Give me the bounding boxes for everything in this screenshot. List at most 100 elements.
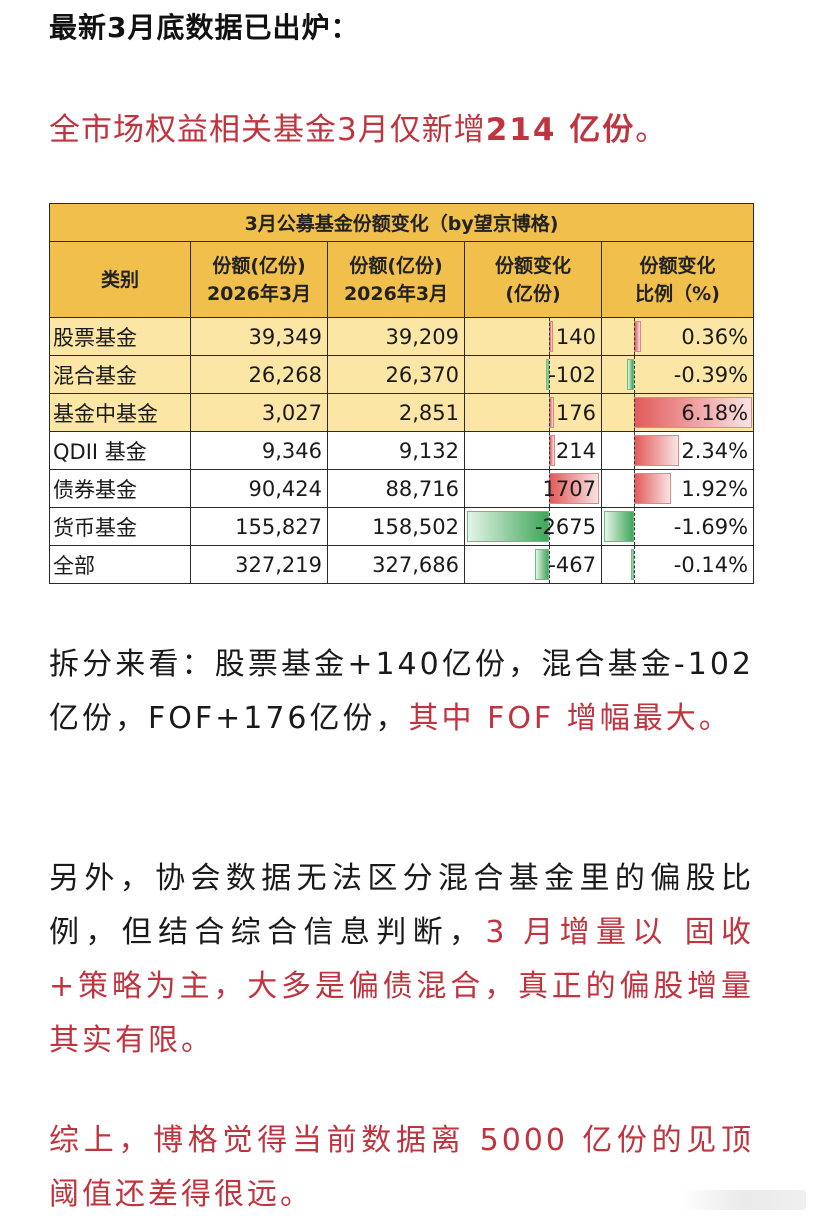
- change-data-bar: [545, 359, 549, 390]
- cell-change: 140: [464, 317, 602, 356]
- table-row: 债券基金 90,424 88,716 1707 1.92%: [49, 469, 755, 508]
- pct-axis-line: [634, 546, 635, 583]
- change-value: -467: [548, 552, 596, 577]
- cell-change: 176: [464, 393, 602, 432]
- change-axis-line: [549, 356, 550, 393]
- cell-change-pct: 1.92%: [600, 469, 755, 508]
- pct-data-bar: [604, 511, 634, 542]
- change-axis-line: [549, 546, 550, 583]
- change-axis-line: [549, 318, 550, 355]
- cell-share-b: 327,686: [327, 545, 465, 584]
- change-data-bar: [467, 511, 549, 542]
- pct-axis-line: [634, 470, 635, 507]
- pct-data-bar: [631, 549, 634, 580]
- change-axis-line: [549, 394, 550, 431]
- conclusion-text: 综上，博格觉得当前数据离 5000 亿份的见顶阈值还差得很远。: [49, 1123, 754, 1212]
- fund-share-table: 3月公募基金份额变化（by望京博格) 类别 份额(亿份) 2026年3月 份额(亿…: [48, 203, 755, 584]
- pct-data-bar: [634, 321, 641, 352]
- change-value: -2675: [534, 514, 596, 539]
- cell-change: -467: [464, 545, 602, 584]
- cell-category: QDII 基金: [49, 431, 191, 470]
- change-data-bar: [549, 473, 599, 504]
- cell-share-b: 2,851: [327, 393, 465, 432]
- paragraph-analysis: 另外，协会数据无法区分混合基金里的偏股比例，但结合综合信息判断，3 月增量以 固…: [49, 852, 754, 1068]
- cell-share-a: 39,349: [190, 317, 328, 356]
- cell-change-pct: -1.69%: [600, 507, 755, 546]
- cell-change: -102: [464, 355, 602, 394]
- header-change: 份额变化 (亿份): [464, 241, 602, 318]
- header-share-b: 份额(亿份) 2026年3月: [327, 241, 465, 318]
- cell-share-a: 327,219: [190, 545, 328, 584]
- change-value: 1707: [542, 476, 596, 501]
- pct-value: -0.14%: [673, 552, 749, 577]
- change-data-bar: [534, 549, 549, 580]
- pct-value: -0.39%: [673, 362, 749, 387]
- change-value: 140: [555, 324, 596, 349]
- cell-share-b: 88,716: [327, 469, 465, 508]
- cell-category: 债券基金: [49, 469, 191, 508]
- pct-value: -1.69%: [673, 514, 749, 539]
- cell-category: 混合基金: [49, 355, 191, 394]
- pct-axis-line: [634, 318, 635, 355]
- pct-value: 6.18%: [681, 400, 749, 425]
- pct-data-bar: [627, 359, 634, 390]
- cell-share-a: 90,424: [190, 469, 328, 508]
- cell-change-pct: 2.34%: [600, 431, 755, 470]
- paragraph-breakdown: 拆分来看：股票基金+140亿份，混合基金-102 亿份，FOF+176亿份，其中…: [49, 638, 754, 746]
- pct-data-bar: [634, 397, 752, 428]
- table-row: 货币基金 155,827 158,502 -2675 -1.69%: [49, 507, 755, 546]
- pct-axis-line: [634, 508, 635, 545]
- cell-share-a: 26,268: [190, 355, 328, 394]
- lead-sentence: 全市场权益相关基金3月仅新增214 亿份。: [49, 108, 754, 152]
- lead-prefix: 全市场权益相关基金3月仅新增: [49, 112, 486, 148]
- pct-data-bar: [634, 435, 679, 466]
- cell-change: -2675: [464, 507, 602, 546]
- cell-share-b: 39,209: [327, 317, 465, 356]
- pct-axis-line: [634, 432, 635, 469]
- cell-category: 基金中基金: [49, 393, 191, 432]
- change-axis-line: [549, 508, 550, 545]
- pct-value: 0.36%: [681, 324, 749, 349]
- change-value: 176: [555, 400, 596, 425]
- table-row: 混合基金 26,268 26,370 -102 -0.39%: [49, 355, 755, 394]
- pct-axis-line: [634, 394, 635, 431]
- watermark: [680, 1190, 806, 1210]
- cell-change: 1707: [464, 469, 602, 508]
- table-row: 基金中基金 3,027 2,851 176 6.18%: [49, 393, 755, 432]
- cell-category: 全部: [49, 545, 191, 584]
- header-share-a: 份额(亿份) 2026年3月: [190, 241, 328, 318]
- cell-change-pct: 6.18%: [600, 393, 755, 432]
- breakdown-emphasis: 其中 FOF 增幅最大。: [408, 701, 732, 736]
- header-change-pct: 份额变化 比例（%): [600, 241, 755, 318]
- pct-data-bar: [634, 473, 671, 504]
- analysis-emphasis: 3 月增量以 固收 +策略为主，大多是偏债混合，真正的偏股增量其实有限。: [49, 915, 754, 1058]
- headline: 最新3月底数据已出炉：: [49, 11, 360, 44]
- cell-change-pct: -0.14%: [600, 545, 755, 584]
- cell-share-b: 158,502: [327, 507, 465, 546]
- pct-axis-line: [634, 356, 635, 393]
- paragraph-conclusion: 综上，博格觉得当前数据离 5000 亿份的见顶阈值还差得很远。: [49, 1114, 754, 1222]
- pct-value: 1.92%: [681, 476, 749, 501]
- table-row: 股票基金 39,349 39,209 140 0.36%: [49, 317, 755, 356]
- table-title: 3月公募基金份额变化（by望京博格): [48, 203, 755, 242]
- cell-category: 股票基金: [49, 317, 191, 356]
- cell-share-a: 155,827: [190, 507, 328, 546]
- cell-share-a: 9,346: [190, 431, 328, 470]
- change-value: -102: [548, 362, 596, 387]
- pct-value: 2.34%: [681, 438, 749, 463]
- cell-share-b: 9,132: [327, 431, 465, 470]
- change-value: 214: [555, 438, 596, 463]
- breakdown-normal: 拆分来看：股票基金+140亿份，混合基金-102 亿份，FOF+176亿份，: [49, 647, 754, 736]
- cell-change-pct: -0.39%: [600, 355, 755, 394]
- cell-change-pct: 0.36%: [600, 317, 755, 356]
- cell-share-b: 26,370: [327, 355, 465, 394]
- change-axis-line: [549, 470, 550, 507]
- analysis-normal: 另外，协会数据无法区分混合基金里的偏股比例，但结合综合信息判断，: [49, 861, 754, 950]
- table-row: 全部 327,219 327,686 -467 -0.14%: [49, 545, 755, 584]
- cell-category: 货币基金: [49, 507, 191, 546]
- lead-highlight: 214 亿份: [485, 112, 636, 148]
- cell-share-a: 3,027: [190, 393, 328, 432]
- table-row: QDII 基金 9,346 9,132 214 2.34%: [49, 431, 755, 470]
- header-category: 类别: [49, 241, 191, 318]
- change-axis-line: [549, 432, 550, 469]
